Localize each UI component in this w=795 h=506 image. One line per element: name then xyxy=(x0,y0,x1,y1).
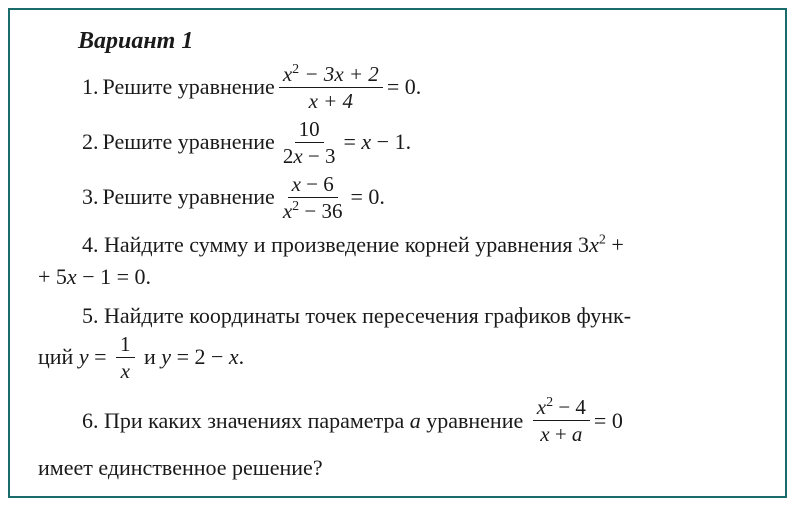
fraction-denominator: x2 − 36 xyxy=(279,198,347,222)
problem-text-line: + 5x − 1 = 0. xyxy=(38,262,757,293)
problem-4: 4. Найдите сумму и произведение корней у… xyxy=(38,228,757,293)
text-segment: 6. При каких значениях параметра xyxy=(82,406,410,437)
equation-suffix: = x − 1. xyxy=(343,127,411,158)
problem-number: 2. xyxy=(82,127,99,158)
fraction: x2 − 3x + 2 x + 4 xyxy=(279,63,383,112)
variant-title: Вариант 1 xyxy=(78,28,757,55)
fraction: x2 − 4 x + a xyxy=(533,396,590,445)
equation-lhs: y xyxy=(79,342,89,373)
fraction: x − 6 x2 − 36 xyxy=(279,173,347,222)
problem-text: Решите уравнение xyxy=(103,127,275,158)
parameter: a xyxy=(410,406,421,437)
document-frame: Вариант 1 1. Решите уравнение x2 − 3x + … xyxy=(8,8,787,498)
equation: y = 2 − x. xyxy=(161,342,244,373)
fraction-denominator: 2x − 3 xyxy=(279,143,340,167)
problem-text: Решите уравнение xyxy=(103,72,275,103)
text-segment: ций xyxy=(38,342,79,373)
problem-5: 5. Найдите координаты точек пересечения … xyxy=(38,299,757,382)
problem-text-line: 5. Найдите координаты точек пересечения … xyxy=(38,299,757,333)
fraction-numerator: x − 6 xyxy=(288,173,338,198)
problem-6: 6. При каких значениях параметра a уравн… xyxy=(38,396,757,484)
fraction-numerator: x2 − 3x + 2 xyxy=(279,63,383,88)
fraction-numerator: 1 xyxy=(116,333,135,358)
equals: = xyxy=(89,342,112,373)
problem-text-line: ций y = 1 x и y = 2 − x. xyxy=(38,333,757,382)
problem-number: 3. xyxy=(82,182,99,213)
text-segment: уравнение xyxy=(421,406,529,437)
equation-suffix: = 0 xyxy=(594,406,623,437)
problem-text-line: 6. При каких значениях параметра a уравн… xyxy=(82,396,757,445)
fraction: 1 x xyxy=(116,333,135,382)
problem-text-line: 4. Найдите сумму и произведение корней у… xyxy=(38,228,757,262)
fraction-denominator: x + a xyxy=(536,421,586,445)
text-segment: и xyxy=(139,342,162,373)
problem-number: 1. xyxy=(82,72,99,103)
problem-3: 3. Решите уравнение x − 6 x2 − 36 = 0. xyxy=(82,173,757,222)
problem-2: 2. Решите уравнение 10 2x − 3 = x − 1. xyxy=(82,118,757,167)
problem-1: 1. Решите уравнение x2 − 3x + 2 x + 4 = … xyxy=(82,63,757,112)
equation-suffix: = 0. xyxy=(350,182,384,213)
fraction-denominator: x + 4 xyxy=(305,88,358,112)
problem-text: Решите уравнение xyxy=(103,182,275,213)
fraction-numerator: 10 xyxy=(295,118,324,143)
fraction-denominator: x xyxy=(117,358,134,382)
fraction-numerator: x2 − 4 xyxy=(533,396,590,421)
fraction: 10 2x − 3 xyxy=(279,118,340,167)
problem-text-line: имеет единственное решение? xyxy=(38,453,757,484)
equation-suffix: = 0. xyxy=(387,72,421,103)
